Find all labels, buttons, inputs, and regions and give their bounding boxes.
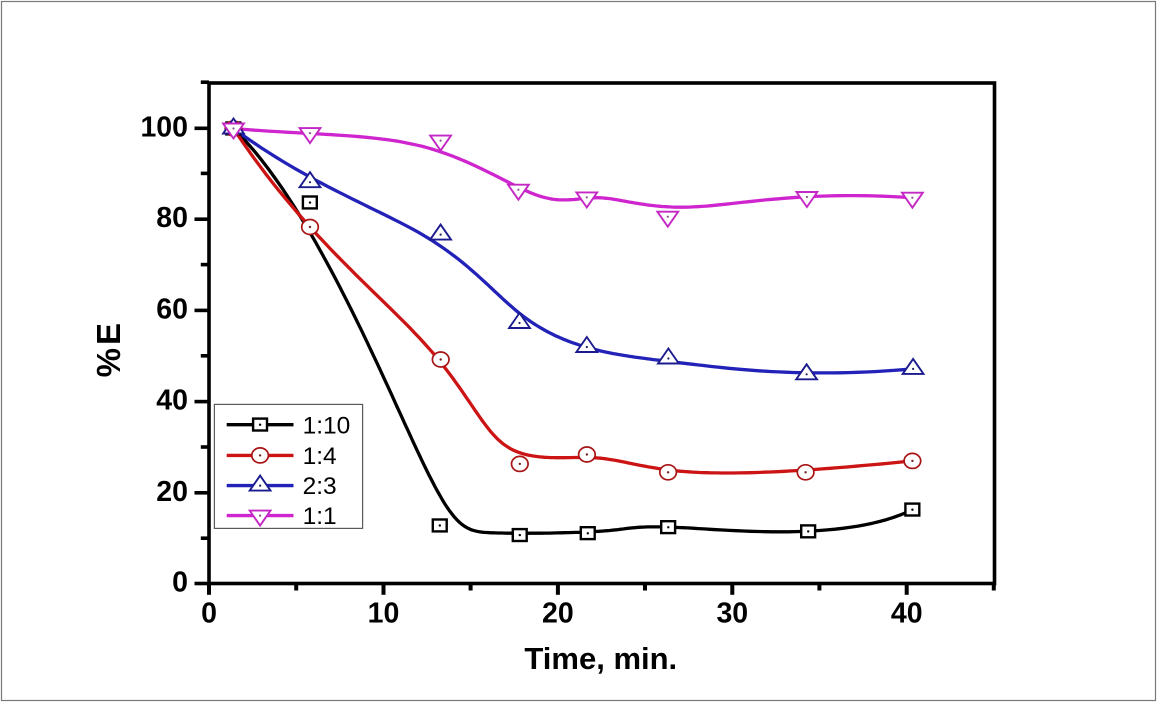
svg-text:%E: %E xyxy=(90,320,127,377)
svg-text:0: 0 xyxy=(201,598,217,630)
svg-text:60: 60 xyxy=(156,293,188,325)
svg-text:40: 40 xyxy=(156,385,188,417)
svg-text:20: 20 xyxy=(156,476,188,508)
svg-text:0: 0 xyxy=(172,567,188,599)
svg-text:20: 20 xyxy=(542,598,574,630)
svg-text:1:10: 1:10 xyxy=(303,412,351,439)
svg-text:40: 40 xyxy=(891,598,923,630)
svg-text:Time, min.: Time, min. xyxy=(524,641,677,676)
svg-text:10: 10 xyxy=(368,598,400,630)
svg-text:80: 80 xyxy=(156,202,188,234)
svg-text:100: 100 xyxy=(140,111,188,143)
svg-text:1:1: 1:1 xyxy=(303,503,337,530)
svg-text:2:3: 2:3 xyxy=(303,473,337,500)
svg-text:30: 30 xyxy=(716,598,748,630)
svg-text:1:4: 1:4 xyxy=(303,443,337,470)
